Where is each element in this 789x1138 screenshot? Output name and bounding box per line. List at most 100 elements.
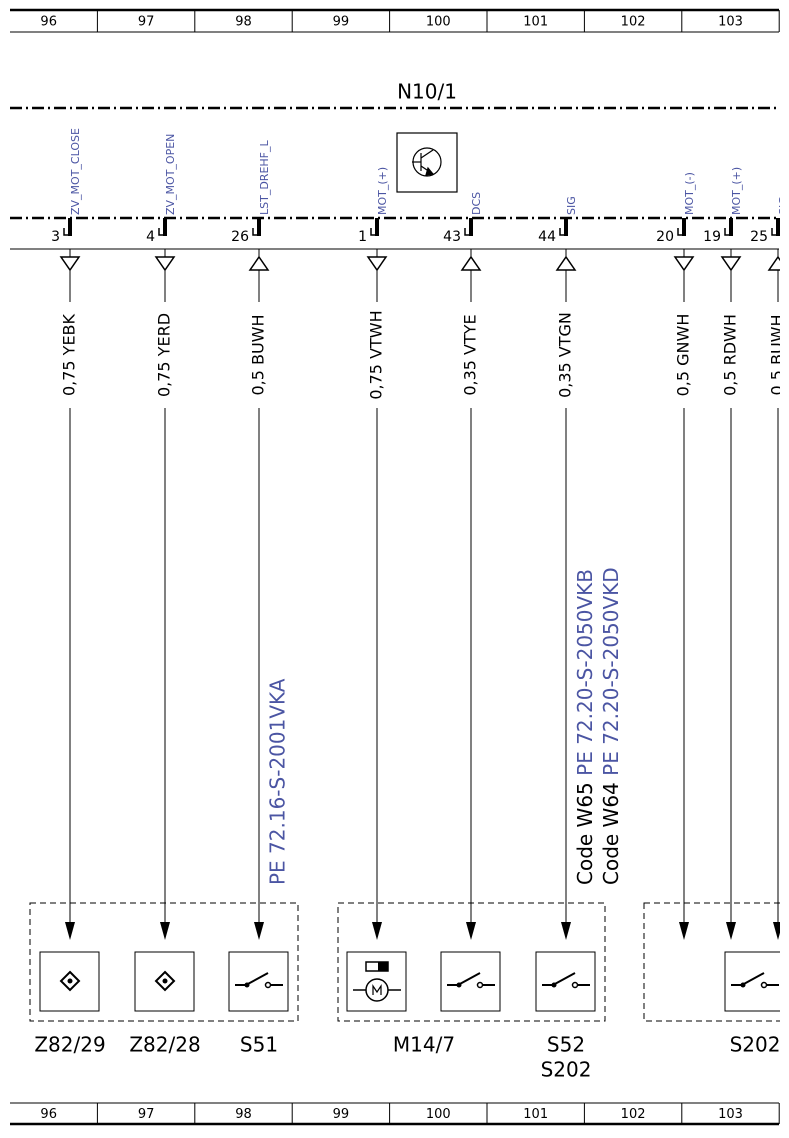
pin-bracket — [158, 228, 165, 236]
schematic: N10/1 96 97 98 99 100 101 102 103 96 97 98 99 100 101… — [10, 8, 789, 1126]
ruler-number: 100 — [426, 1107, 451, 1122]
title: N10/1 — [397, 80, 457, 104]
wire-label: 0,5 BUWH — [768, 314, 787, 395]
reference-id: PE 72.20-S-2050VKB — [573, 569, 597, 776]
component-label: S202 — [541, 1058, 592, 1082]
ruler-number: 103 — [718, 1107, 743, 1122]
component-label: M14/7 — [393, 1033, 455, 1057]
switch-contact — [760, 981, 768, 989]
component-label: S202 — [730, 1033, 781, 1057]
component-label: Z82/28 — [129, 1033, 200, 1057]
ruler-number: 103 — [718, 15, 743, 30]
ruler-number: 97 — [138, 15, 155, 30]
ruler-number: 101 — [523, 15, 548, 30]
reference: Code W64 PE 72.20-S-2050VKD — [599, 567, 623, 885]
wire-label: 0,35 VTGN — [556, 312, 575, 398]
wire-label: 0,75 VTWH — [367, 310, 386, 399]
component-group — [29, 902, 299, 1022]
pin-bracket — [724, 228, 731, 236]
pin-number: 3 — [51, 229, 60, 245]
pin-bracket — [370, 228, 377, 236]
direction-marker — [673, 256, 695, 272]
direction-marker — [767, 255, 780, 271]
component-box — [228, 951, 289, 1012]
pin-number: 19 — [703, 229, 721, 245]
ruler-number: 96 — [40, 15, 57, 30]
direction-marker — [248, 255, 270, 271]
switch-contact — [551, 982, 557, 988]
pin-label: MOT_(-) — [683, 172, 696, 215]
switch-contact — [571, 981, 579, 989]
diamond-icon — [59, 970, 81, 992]
arrow — [679, 922, 689, 940]
ruler-number: 99 — [333, 15, 350, 30]
wire-label: 0,5 RDWH — [721, 314, 740, 396]
pin-bracket — [464, 228, 471, 236]
ruler-number: 101 — [523, 1107, 548, 1122]
pin-bracket — [677, 228, 684, 236]
reference: Code W65 PE 72.20-S-2050VKB — [573, 569, 597, 885]
pin-bracket — [252, 228, 259, 236]
ruler-number: 98 — [235, 15, 252, 30]
reference: PE 72.16-S-2001VKA — [266, 678, 290, 885]
pin-bracket — [559, 228, 566, 236]
transistor-symbol — [396, 132, 458, 193]
ruler-number: 96 — [40, 1107, 57, 1122]
pin-label: MOT_(+) — [376, 167, 389, 215]
pin-number: 26 — [231, 229, 249, 245]
pin-label: ZV_MOT_OPEN — [164, 134, 177, 215]
switch-contact — [476, 981, 484, 989]
pin-number: 43 — [443, 229, 461, 245]
pin-label: SIG — [565, 196, 578, 215]
motor-indicator-fill — [378, 962, 388, 971]
ruler-number: 99 — [333, 1107, 350, 1122]
wire-label: 0,5 BUWH — [249, 314, 268, 395]
component-box — [724, 951, 780, 1012]
pin-label: SIG — [777, 196, 789, 215]
pin-label: DCS — [470, 192, 483, 215]
code-label: Code W65 — [573, 782, 597, 885]
component-label: S51 — [240, 1033, 278, 1057]
ruler-number: 100 — [426, 15, 451, 30]
arrow — [726, 922, 736, 940]
pin-label: ZV_MOT_CLOSE — [69, 128, 82, 215]
wire-label: 0,5 GNWH — [674, 314, 693, 397]
motor-m — [372, 984, 382, 995]
code-label: Code W64 — [599, 782, 623, 885]
reference-id: PE 72.20-S-2050VKD — [599, 567, 623, 776]
diamond-dot — [67, 978, 73, 984]
motor-icon — [365, 978, 389, 1002]
pin-label: LST_DREHF_L — [258, 140, 271, 215]
direction-marker — [366, 256, 388, 272]
diamond-dot — [162, 978, 168, 984]
direction-marker — [154, 256, 176, 272]
direction-marker — [460, 255, 482, 271]
pin-number: 25 — [750, 229, 768, 245]
wire-label: 0,75 YERD — [155, 313, 174, 397]
direction-marker — [720, 256, 742, 272]
arrow — [254, 922, 264, 940]
ruler-number: 102 — [621, 15, 646, 30]
switch-contact — [244, 982, 250, 988]
pin-number: 1 — [358, 229, 367, 245]
ruler-number: 97 — [138, 1107, 155, 1122]
component-box — [535, 951, 596, 1012]
arrow — [65, 922, 75, 940]
pin-number: 4 — [146, 229, 155, 245]
arrow — [773, 922, 780, 940]
arrow — [372, 922, 382, 940]
ruler-number: 98 — [235, 1107, 252, 1122]
pin-bracket — [771, 228, 778, 236]
switch-contact — [456, 982, 462, 988]
pin-number: 20 — [656, 229, 674, 245]
direction-marker — [555, 255, 577, 271]
direction-marker — [59, 256, 81, 272]
component-box — [440, 951, 501, 1012]
switch-contact — [264, 981, 272, 989]
pin-bracket — [63, 228, 70, 236]
diamond-icon — [154, 970, 176, 992]
component-label: S52 — [547, 1033, 585, 1057]
arrow — [561, 922, 571, 940]
pin-label: MOT_(+) — [730, 167, 743, 215]
